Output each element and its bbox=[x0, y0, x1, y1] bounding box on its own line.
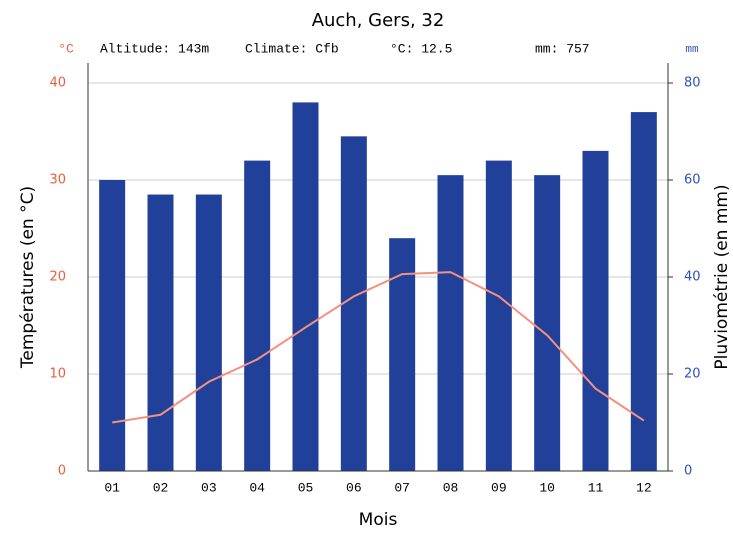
bar bbox=[292, 102, 319, 472]
annotation: Altitude: 143m bbox=[100, 41, 209, 56]
bar bbox=[147, 194, 174, 472]
y-axis-label: Températures (en °C) bbox=[18, 186, 38, 369]
x-tick-label: 08 bbox=[443, 480, 459, 495]
bar bbox=[534, 175, 561, 471]
y2-tick-label: 80 bbox=[684, 76, 701, 91]
x-tick-label: 02 bbox=[153, 480, 169, 495]
x-tick-label: 11 bbox=[588, 480, 604, 495]
annotation: mm: 757 bbox=[535, 41, 590, 56]
y2-tick-label: 60 bbox=[684, 173, 701, 188]
y2-unit: mm bbox=[685, 44, 699, 56]
x-tick-label: 07 bbox=[394, 480, 410, 495]
y2-tick-label: 40 bbox=[684, 270, 701, 285]
y-unit: °C bbox=[58, 41, 74, 56]
annotation: Climate: Cfb bbox=[245, 41, 339, 56]
annotation: °C: 12.5 bbox=[390, 41, 452, 56]
y2-tick-label: 0 bbox=[684, 464, 692, 479]
y-tick-label: 20 bbox=[49, 270, 66, 285]
x-axis-label: Mois bbox=[359, 510, 398, 530]
chart-title: Auch, Gers, 32 bbox=[312, 10, 445, 31]
x-tick-label: 06 bbox=[346, 480, 362, 495]
bar bbox=[195, 194, 222, 472]
bar bbox=[244, 160, 271, 471]
x-tick-label: 03 bbox=[201, 480, 217, 495]
line bbox=[112, 271, 645, 424]
bar bbox=[485, 160, 512, 471]
y2-axis-label: Pluviométrie (en mm) bbox=[712, 184, 732, 369]
x-tick-label: 12 bbox=[636, 480, 652, 495]
bar bbox=[582, 150, 609, 471]
x-tick-label: 05 bbox=[298, 480, 314, 495]
x-tick-label: 09 bbox=[491, 480, 507, 495]
y-tick-label: 30 bbox=[49, 173, 66, 188]
y-tick-label: 40 bbox=[49, 76, 66, 91]
x-tick-label: 10 bbox=[539, 480, 555, 495]
bar bbox=[99, 180, 126, 471]
y2-tick-label: 20 bbox=[684, 367, 701, 382]
y-tick-label: 0 bbox=[58, 464, 66, 479]
bar bbox=[437, 175, 464, 471]
y-tick-label: 10 bbox=[49, 367, 66, 382]
bar bbox=[630, 112, 657, 471]
x-tick-label: 01 bbox=[104, 480, 120, 495]
bar bbox=[340, 136, 367, 471]
x-tick-label: 04 bbox=[249, 480, 265, 495]
